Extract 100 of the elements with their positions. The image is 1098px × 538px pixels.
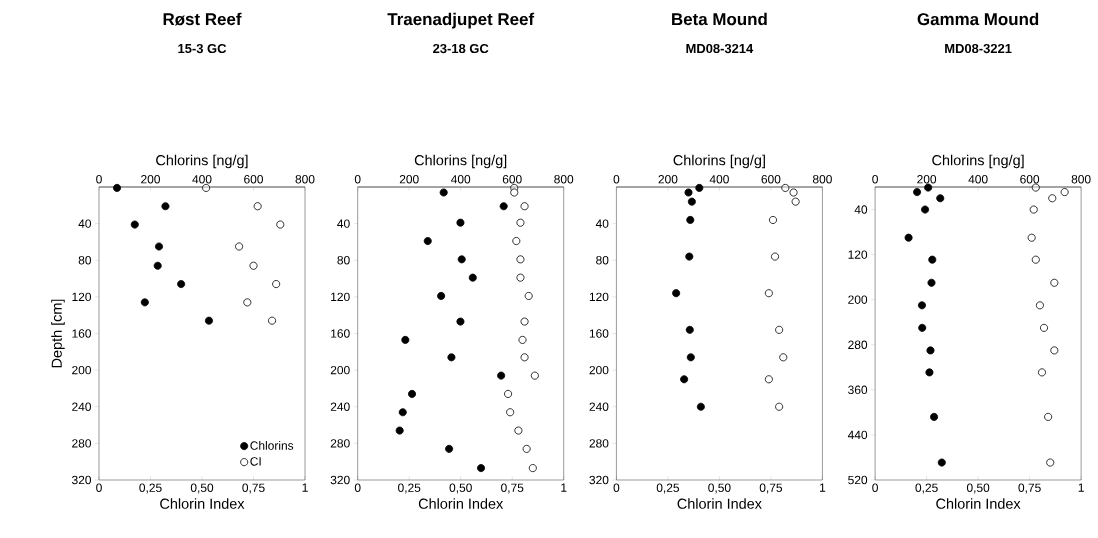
y-tick-label: 520 [848, 475, 868, 485]
y-tick-label: 160 [72, 329, 92, 338]
point [764, 289, 773, 298]
point [522, 444, 531, 453]
y-tick-label: 320 [330, 475, 350, 485]
point [1046, 458, 1055, 467]
point [1048, 194, 1057, 203]
point [514, 426, 523, 435]
x2-axis-title: Chlorins [ng/g] [673, 154, 765, 169]
point [771, 252, 780, 261]
chart-subtitle: 15-3 GC [178, 43, 227, 54]
point [520, 353, 529, 362]
x-tick-label: 0,50 [449, 483, 472, 494]
x2-tick-label: 600 [502, 175, 522, 184]
point [775, 402, 784, 411]
point [235, 242, 244, 251]
point [775, 325, 784, 334]
x-tick-label: 0 [354, 483, 361, 492]
point [1060, 188, 1069, 197]
x2-tick-label: 200 [917, 175, 937, 184]
y-tick-label: 240 [589, 402, 609, 411]
point [243, 298, 252, 307]
y-tick-label: 40 [337, 219, 350, 228]
x2-tick-label: 0 [96, 175, 102, 184]
x2-tick-label: 800 [295, 175, 315, 184]
point [512, 237, 521, 246]
x-tick-label: 0,75 [242, 483, 265, 494]
y-tick-label: 240 [72, 402, 92, 411]
point [249, 261, 258, 270]
point [516, 218, 525, 227]
point [528, 464, 537, 473]
y-tick-label: 280 [589, 439, 609, 448]
y-tick-label: 200 [330, 365, 350, 375]
y-tick-label: 200 [589, 365, 609, 375]
y-tick-label: 80 [78, 256, 92, 265]
point [510, 188, 519, 197]
point [1027, 233, 1036, 242]
chart-subtitle: 23-18 GC [433, 43, 489, 54]
x-tick-label: 0,75 [759, 483, 783, 494]
point [1029, 205, 1038, 214]
y-tick-label: 240 [330, 402, 350, 411]
x-axis-title: Chlorin Index [677, 498, 762, 509]
x2-tick-label: 600 [761, 175, 781, 184]
chart-title: Røst Reef [163, 12, 242, 26]
x2-tick-label: 800 [812, 175, 832, 184]
x-axis-title: Chlorin Index [418, 498, 504, 509]
y-tick-label: 40 [854, 205, 868, 214]
x2-axis-title: Chlorins [ng/g] [156, 154, 248, 169]
y-tick-label: 40 [78, 219, 92, 228]
legend-label: CI [250, 457, 261, 466]
x-tick-label: 0,25 [656, 483, 680, 494]
x2-tick-label: 800 [554, 175, 574, 184]
y-tick-label: 320 [71, 475, 92, 485]
point [520, 202, 529, 211]
x-tick-label: 0,50 [966, 483, 990, 494]
x2-axis-title: Chlorins [ng/g] [414, 154, 507, 169]
y-tick-label: 120 [331, 292, 350, 302]
x-tick-label: 0 [96, 483, 102, 492]
x2-tick-label: 400 [709, 175, 729, 184]
point [1035, 301, 1044, 310]
y-tick-label: 280 [72, 439, 92, 448]
point [504, 389, 513, 398]
chart-title: Gamma Mound [917, 12, 1039, 26]
x2-tick-label: 200 [658, 175, 678, 184]
point [791, 197, 800, 206]
y-tick-label: 120 [72, 292, 92, 302]
point [1037, 368, 1046, 377]
x-tick-label: 1 [819, 483, 826, 492]
point [1031, 255, 1040, 264]
point [253, 202, 262, 211]
point [276, 220, 285, 229]
x2-tick-label: 200 [399, 175, 419, 184]
point [768, 215, 777, 224]
point [530, 371, 539, 380]
y-axis-title: Depth [cm] [51, 299, 65, 368]
point [524, 291, 533, 300]
point [789, 188, 798, 197]
x-axis-title: Chlorin Index [936, 498, 1021, 509]
x-axis-title: Chlorin Index [160, 498, 245, 509]
y-tick-label: 120 [589, 292, 609, 302]
x-tick-label: 0,75 [1018, 483, 1041, 494]
point [1044, 412, 1053, 421]
x-tick-label: 0 [613, 483, 620, 492]
y-tick-label: 320 [589, 475, 609, 485]
x2-tick-label: 800 [1071, 175, 1091, 184]
y-tick-label: 160 [589, 329, 609, 338]
point [516, 273, 525, 282]
x2-axis-title: Chlorins [ng/g] [932, 154, 1024, 169]
point [516, 255, 525, 264]
point [1040, 323, 1049, 332]
x-tick-label: 0,50 [708, 483, 731, 494]
y-tick-label: 200 [72, 365, 92, 375]
point [268, 316, 277, 325]
chart-subtitle: MD08-3214 [686, 43, 754, 54]
x2-tick-label: 600 [1020, 175, 1040, 184]
x2-tick-label: 400 [192, 175, 212, 184]
x-tick-label: 0,75 [501, 483, 524, 494]
y-tick-label: 280 [848, 340, 868, 349]
y-tick-label: 200 [848, 295, 868, 304]
y-tick-label: 440 [847, 430, 868, 440]
